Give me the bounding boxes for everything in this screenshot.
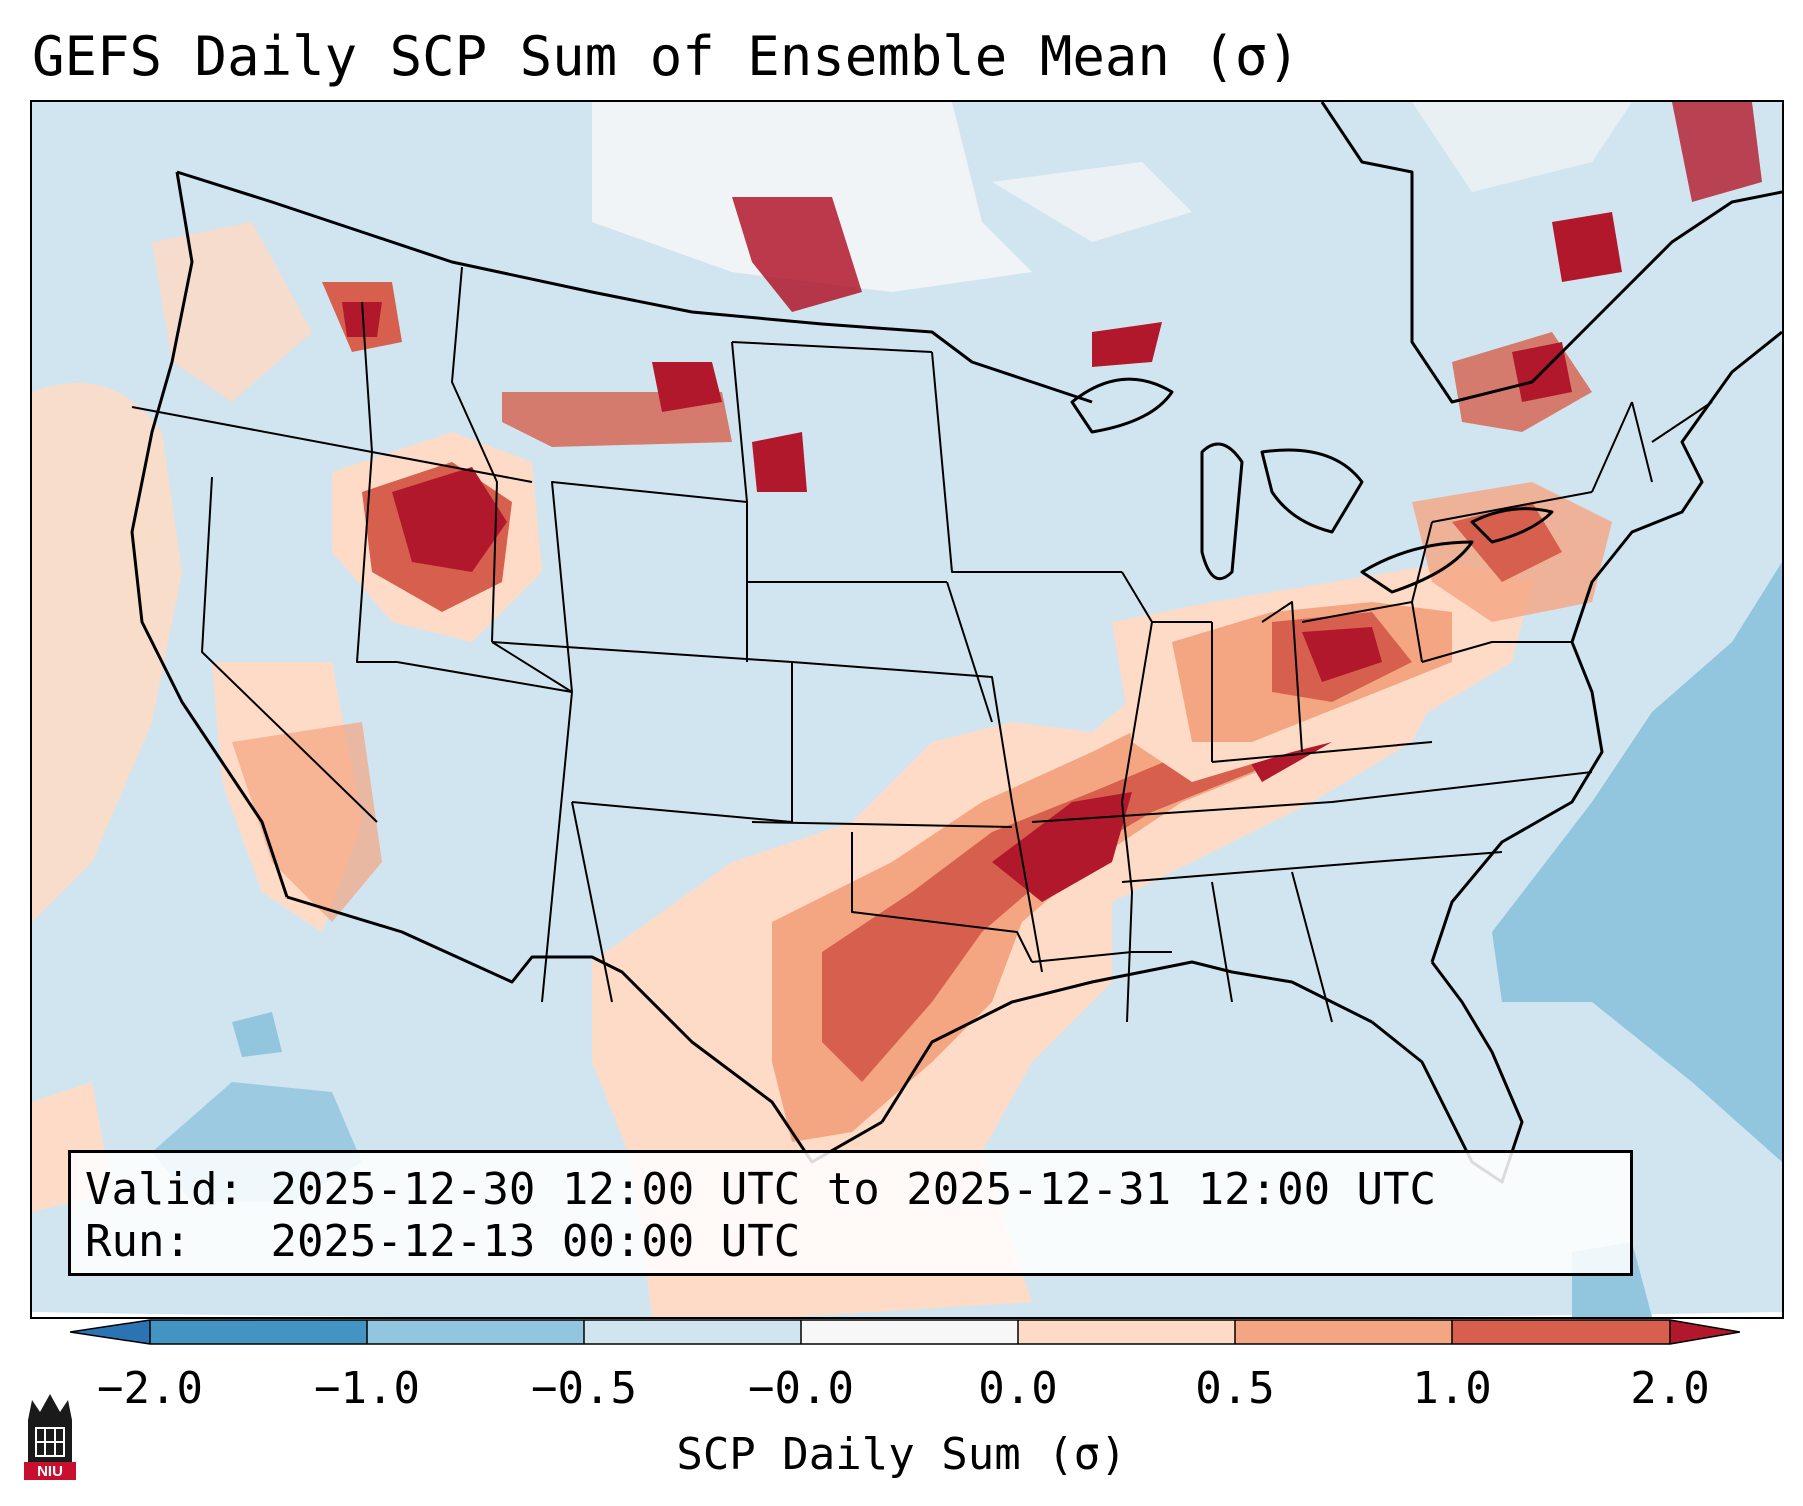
map-panel	[30, 100, 1784, 1319]
colorbar-bin	[150, 1320, 367, 1344]
state-lines	[131, 266, 1713, 1023]
colorbar-bin	[1452, 1320, 1670, 1344]
colorbar-bin	[801, 1320, 1018, 1344]
map-svg	[32, 102, 1782, 1317]
colorbar-extend-low	[70, 1320, 150, 1344]
colorbar-tick: −0.0	[748, 1363, 854, 1414]
chart-title: GEFS Daily SCP Sum of Ensemble Mean (σ)	[32, 25, 1300, 88]
colorbar-label: SCP Daily Sum (σ)	[676, 1429, 1127, 1480]
colorbar-tick: 0.0	[978, 1363, 1058, 1414]
colorbar-bin	[367, 1320, 584, 1344]
colorbar-bin	[1235, 1320, 1452, 1344]
colorbar-tick: 1.0	[1412, 1363, 1492, 1414]
colorbar-extend-high	[1670, 1320, 1740, 1344]
run-value: 2025-12-13 00:00 UTC	[270, 1216, 801, 1267]
colorbar	[70, 1319, 1740, 1345]
boundaries	[130, 102, 1782, 1184]
valid-line: Valid: 2025-12-30 12:00 UTC to 2025-12-3…	[85, 1163, 1436, 1217]
niu-logo-icon: NIU	[24, 1394, 76, 1480]
valid-label: Valid:	[85, 1164, 244, 1215]
colorbar-tick: 2.0	[1630, 1363, 1710, 1414]
colorbar-tick: −0.5	[531, 1363, 637, 1414]
colorbar-bin	[584, 1320, 801, 1344]
svg-text:NIU: NIU	[37, 1463, 63, 1480]
colorbar-tick: −2.0	[97, 1363, 203, 1414]
domain-background	[32, 102, 1782, 1317]
colorbar-bin	[1018, 1320, 1235, 1344]
valid-run-box: Valid: 2025-12-30 12:00 UTC to 2025-12-3…	[68, 1150, 1633, 1276]
colorbar-tick: −1.0	[314, 1363, 420, 1414]
colorbar-tick: 0.5	[1195, 1363, 1275, 1414]
run-label: Run:	[85, 1216, 191, 1267]
run-line: Run: 2025-12-13 00:00 UTC	[85, 1215, 800, 1269]
valid-value: 2025-12-30 12:00 UTC to 2025-12-31 12:00…	[270, 1164, 1437, 1215]
